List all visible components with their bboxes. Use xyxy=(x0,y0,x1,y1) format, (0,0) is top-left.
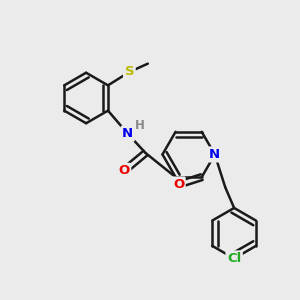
Text: Cl: Cl xyxy=(227,252,241,265)
Text: N: N xyxy=(122,127,133,140)
Text: O: O xyxy=(118,164,130,177)
Text: O: O xyxy=(173,178,184,191)
Text: H: H xyxy=(135,119,145,132)
Text: N: N xyxy=(209,148,220,161)
Text: S: S xyxy=(124,65,134,79)
